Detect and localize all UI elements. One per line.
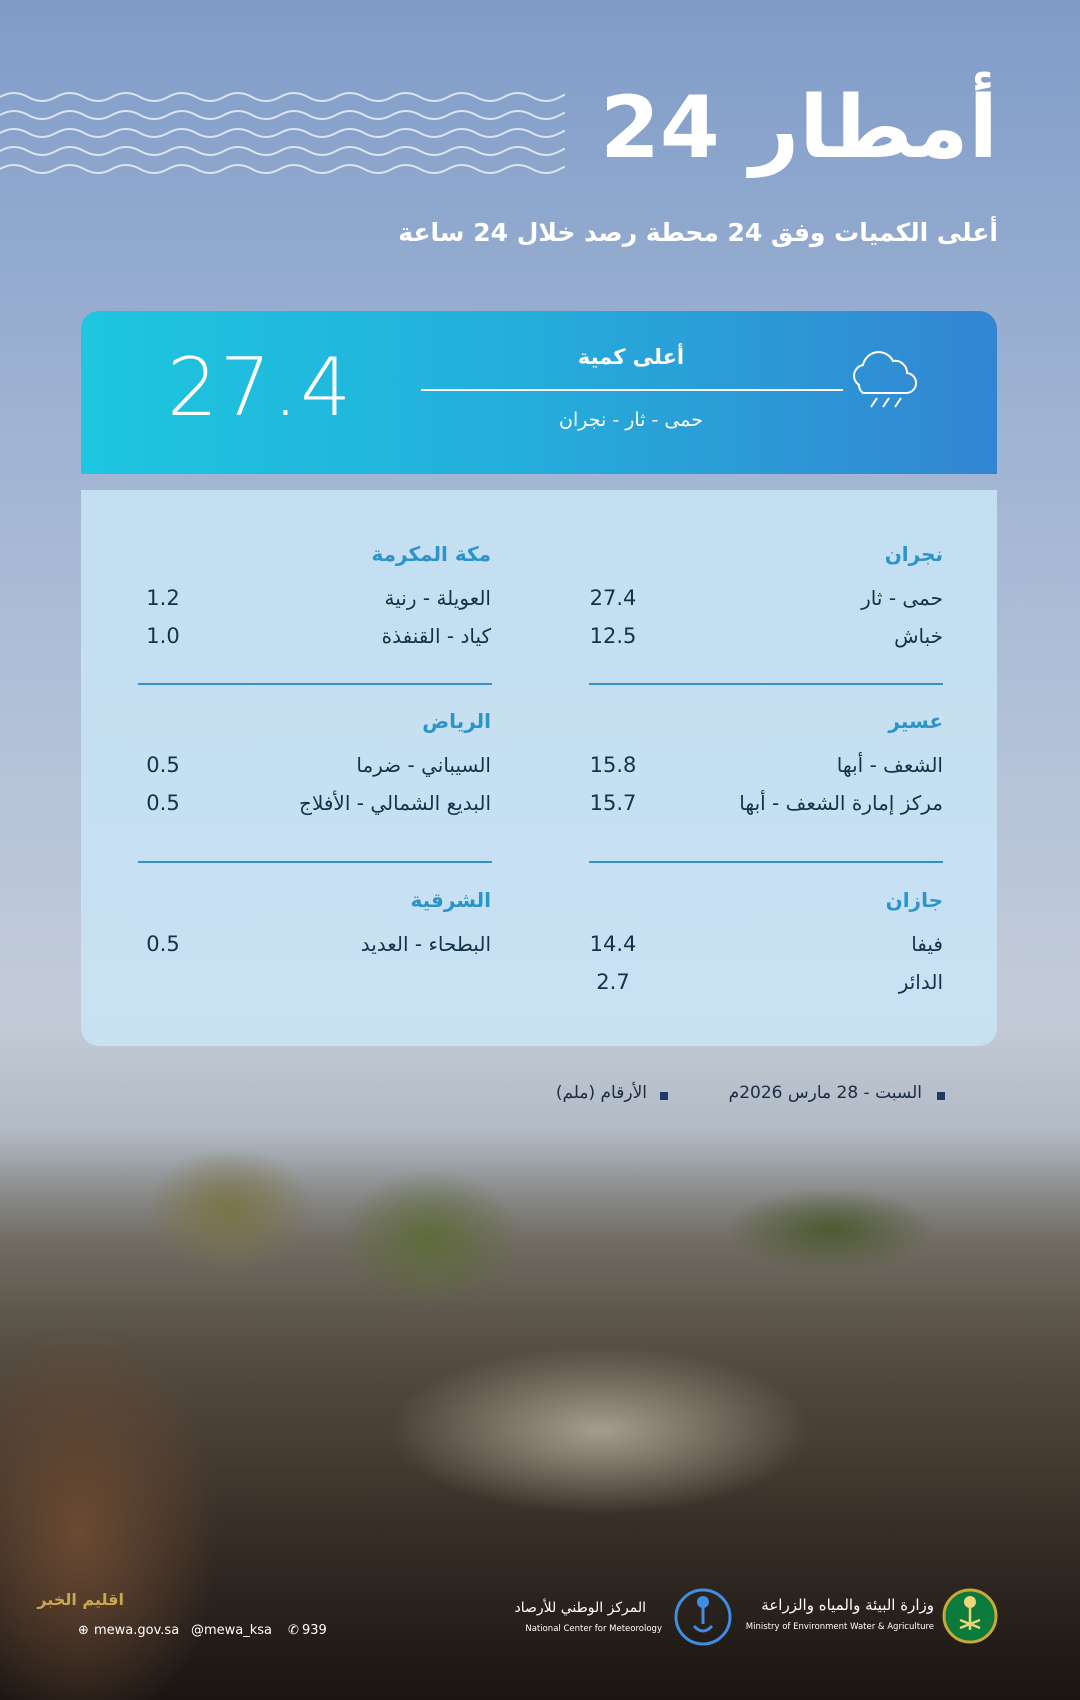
- region-heading: مكة المكرمة: [371, 542, 491, 566]
- date-note: السبت - 28 مارس 2026م: [728, 1083, 922, 1103]
- website-link[interactable]: mewa.gov.sa: [94, 1623, 180, 1638]
- highest-value: 27.4: [167, 341, 354, 434]
- ministry-name-en: Ministry of Environment Water & Agricult…: [745, 1622, 934, 1632]
- page-title: أمطار 24: [600, 78, 998, 178]
- region-divider: [138, 683, 492, 685]
- globe-icon: ⊕: [78, 1623, 89, 1638]
- page-subtitle: أعلى الكميات وفق 24 محطة رصد خلال 24 ساع…: [398, 218, 998, 247]
- region-heading: الشرقية: [410, 888, 491, 912]
- station-rainfall-value: 2.7: [596, 970, 630, 994]
- station-name: الدائر: [898, 970, 943, 994]
- highest-location: حمى - ثار - نجران: [559, 409, 703, 431]
- station-name: البديع الشمالي - الأفلاج: [299, 791, 491, 815]
- station-name: فيفا: [911, 932, 943, 956]
- banner-divider: [421, 389, 843, 391]
- station-rainfall-value: 27.4: [589, 586, 637, 610]
- watermark-logo: اقليم الخبر: [37, 1590, 124, 1609]
- station-name: كياد - القنفذة: [381, 624, 491, 648]
- station-name: مركز إمارة الشعف - أبها: [739, 791, 943, 815]
- station-rainfall-value: 0.5: [146, 791, 180, 815]
- bullet-icon: [660, 1092, 668, 1100]
- station-name: الشعف - أبها: [836, 753, 943, 777]
- station-name: خباش: [894, 624, 943, 648]
- rainfall-table-panel: [81, 490, 997, 1046]
- station-name: العويلة - رنية: [384, 586, 491, 610]
- cloud-rain-icon: [853, 351, 917, 408]
- region-divider: [589, 683, 943, 685]
- phone-number: 939: [302, 1623, 327, 1638]
- region-heading: الرياض: [422, 709, 491, 733]
- phone-icon: ✆: [288, 1623, 299, 1638]
- units-note: الأرقام (ملم): [555, 1083, 647, 1103]
- station-rainfall-value: 14.4: [589, 932, 637, 956]
- region-heading: جازان: [885, 888, 943, 912]
- station-rainfall-value: 12.5: [589, 624, 637, 648]
- bullet-icon: [937, 1092, 945, 1100]
- region-divider: [138, 861, 492, 863]
- region-heading: نجران: [884, 542, 943, 566]
- station-name: حمى - ثار: [861, 586, 943, 610]
- station-rainfall-value: 0.5: [146, 753, 180, 777]
- ministry-logo-icon: [942, 1588, 998, 1644]
- station-rainfall-value: 15.7: [589, 791, 637, 815]
- highest-label: أعلى كمية: [577, 345, 685, 369]
- wave-decoration: [0, 92, 565, 174]
- region-divider: [589, 861, 943, 863]
- region-heading: عسير: [888, 709, 943, 733]
- ncm-name-en: National Center for Meteorology: [525, 1624, 662, 1634]
- station-name: السيباني - ضرما: [356, 753, 491, 777]
- highest-amount-banner: 27.4 أعلى كمية حمى - ثار - نجران: [81, 311, 997, 474]
- station-name: البطحاء - العديد: [360, 932, 491, 956]
- social-handle[interactable]: @mewa_ksa: [191, 1623, 273, 1638]
- station-rainfall-value: 1.2: [146, 586, 180, 610]
- ncm-logo-icon: [674, 1588, 732, 1646]
- ncm-name-ar: المركز الوطني للأرصاد: [514, 1600, 646, 1616]
- station-rainfall-value: 1.0: [146, 624, 180, 648]
- ministry-name-ar: وزارة البيئة والمياه والزراعة: [761, 1596, 934, 1614]
- station-rainfall-value: 0.5: [146, 932, 180, 956]
- background-photo-flooded-landscape: [0, 1130, 1080, 1700]
- station-rainfall-value: 15.8: [589, 753, 637, 777]
